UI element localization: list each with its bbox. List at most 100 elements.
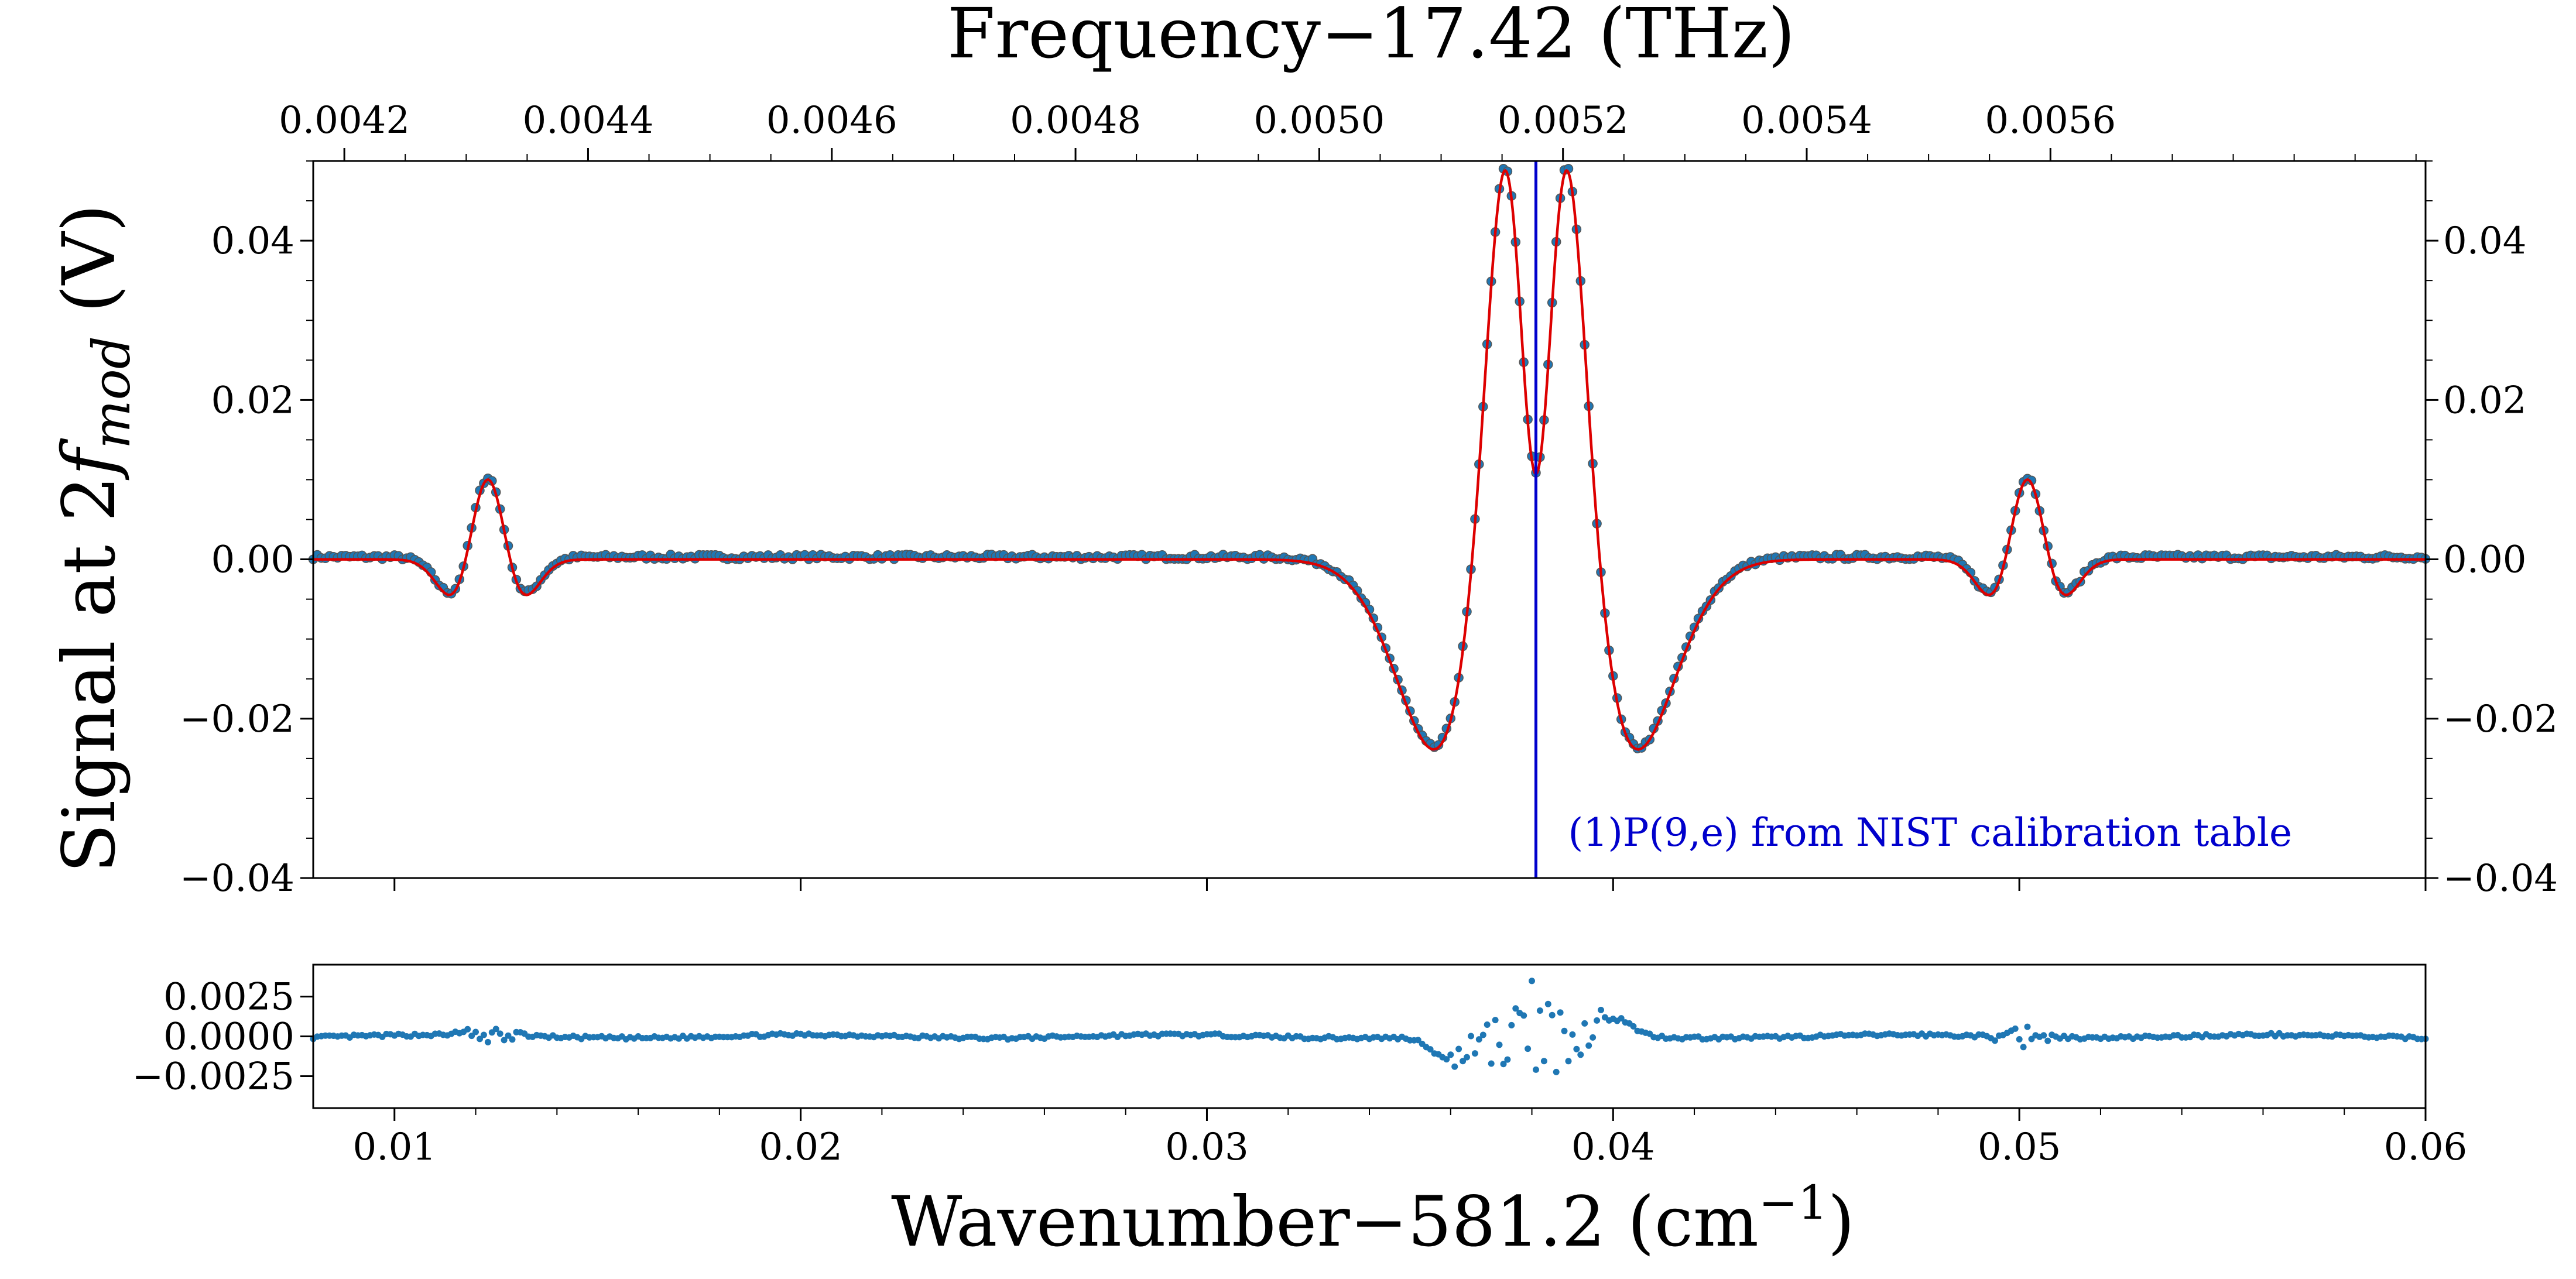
- residual-point: [1992, 1037, 1998, 1044]
- residual-point: [1585, 1042, 1592, 1049]
- residual-point: [1561, 1027, 1568, 1034]
- res-y-tick-label: −0.0025: [132, 1055, 294, 1099]
- main-data-points: [308, 163, 2431, 753]
- residual-point: [1484, 1021, 1491, 1028]
- top-tick-label: 0.0048: [1010, 99, 1141, 142]
- top-tick-label: 0.0052: [1498, 99, 1629, 142]
- residual-point: [464, 1026, 471, 1033]
- residual-point: [492, 1026, 499, 1033]
- residual-point: [1479, 1031, 1486, 1038]
- x-axis-title-main: Wavenumber−581.2 (cm: [891, 1181, 1759, 1262]
- x-tick-label: 0.03: [1165, 1126, 1249, 1169]
- residual-point: [480, 1031, 487, 1038]
- residual-point: [1512, 1005, 1519, 1012]
- residual-point: [1443, 1056, 1450, 1063]
- residual-point: [1455, 1045, 1462, 1052]
- residual-point: [2020, 1044, 2027, 1051]
- residual-point: [1475, 1036, 1482, 1043]
- res-y-tick-label: 0.0000: [163, 1016, 294, 1059]
- residual-point: [1464, 1054, 1470, 1061]
- y-tick-label-left: 0.00: [211, 539, 295, 582]
- residual-point: [1529, 978, 1535, 985]
- top-tick-label: 0.0056: [1985, 99, 2116, 142]
- main-plot-panel: (1)P(9,e) from NIST calibration table −0…: [180, 99, 2558, 900]
- x-tick-label: 0.02: [759, 1126, 842, 1169]
- y-tick-label-left: −0.04: [180, 857, 294, 900]
- residual-point: [1500, 1061, 1507, 1068]
- residual-point: [1565, 1058, 1572, 1065]
- residual-point: [484, 1038, 491, 1045]
- y-axis-title-prefix: Signal at 2: [47, 476, 132, 873]
- residual-point: [468, 1033, 475, 1040]
- main-y-axis-title: Signal at 2fmod (V): [47, 204, 142, 873]
- residual-point: [1536, 1007, 1543, 1014]
- residual-point: [1630, 1023, 1637, 1030]
- main-fit-curve: [313, 169, 2426, 751]
- residual-point: [1496, 1041, 1503, 1048]
- residual-point: [1553, 1068, 1560, 1075]
- x-tick-label: 0.04: [1571, 1126, 1655, 1169]
- y-tick-label-right: 0.04: [2443, 220, 2527, 263]
- residual-point: [1451, 1063, 1458, 1070]
- top-tick-label: 0.0050: [1253, 99, 1385, 142]
- y-tick-label-left: 0.02: [211, 379, 295, 422]
- residual-point: [1590, 1034, 1597, 1041]
- residual-point: [1577, 1051, 1584, 1058]
- x-axis-title-suffix: ): [1828, 1181, 1855, 1262]
- y-tick-label-left: −0.02: [180, 698, 294, 741]
- residual-point: [2024, 1023, 2031, 1030]
- residual-point: [1557, 1009, 1564, 1016]
- residual-point: [496, 1030, 503, 1037]
- y-axis-title-subscript: mod: [81, 336, 142, 449]
- residual-point: [1594, 1017, 1601, 1024]
- top-tick-label: 0.0044: [522, 99, 653, 142]
- residual-point: [1525, 1045, 1532, 1052]
- residual-point: [1549, 1011, 1556, 1019]
- residual-point: [2044, 1037, 2051, 1044]
- residual-point: [1618, 1015, 1625, 1022]
- residual-point: [509, 1036, 516, 1043]
- residual-plot-panel: 0.01 0.02 0.03 0.04 0.05 0.06 −0.00250.00000.0…: [132, 963, 2468, 1169]
- residual-point: [1544, 1000, 1551, 1007]
- residual-point: [1427, 1046, 1434, 1053]
- residual-point: [1468, 1033, 1474, 1040]
- residual-point: [1504, 1056, 1511, 1063]
- bottom-axis-title: Wavenumber−581.2 (cm−1): [891, 1175, 1855, 1262]
- x-tick-label: 0.06: [2384, 1126, 2468, 1169]
- y-axis-title-suffix: (V): [47, 204, 132, 336]
- residual-point: [1492, 1017, 1499, 1024]
- residual-point: [1488, 1060, 1495, 1067]
- top-tick-label: 0.0046: [766, 99, 898, 142]
- residual-point: [1471, 1050, 1478, 1057]
- x-tick-label: 0.05: [1978, 1126, 2061, 1169]
- y-tick-label-right: −0.04: [2443, 857, 2558, 900]
- calibration-label: (1)P(9,e) from NIST calibration table: [1568, 810, 2292, 855]
- residual-point: [1598, 1006, 1604, 1013]
- residual-point: [505, 1032, 512, 1039]
- residual-point: [2040, 1032, 2047, 1039]
- y-tick-label-right: 0.00: [2443, 539, 2527, 582]
- residual-axes: 0.01 0.02 0.03 0.04 0.05 0.06 −0.00250.00000.0…: [132, 963, 2468, 1169]
- residual-point: [1573, 1045, 1580, 1052]
- residual-point: [1533, 1066, 1539, 1073]
- residual-point: [472, 1028, 479, 1035]
- residual-point: [1569, 1031, 1576, 1038]
- top-tick-label: 0.0054: [1741, 99, 1872, 142]
- residual-point: [1460, 1058, 1467, 1065]
- res-y-tick-label: 0.0025: [163, 975, 294, 1019]
- residual-point: [1540, 1058, 1547, 1065]
- residual-point: [2016, 1036, 2023, 1043]
- main-axes: −0.04 −0.04 −0.02 −0.02 0.00 0.00 0.02 0.02 0.04…: [180, 99, 2558, 900]
- top-axis-title: Frequency−17.42 (THz): [947, 0, 1795, 74]
- fit-line: [313, 169, 2426, 751]
- y-tick-label-right: −0.02: [2443, 698, 2558, 741]
- residual-point: [1581, 1020, 1588, 1027]
- residual-point: [501, 1037, 508, 1044]
- main-frame: [312, 160, 2427, 879]
- x-axis-title-superscript: −1: [1759, 1175, 1828, 1230]
- residual-point: [1520, 1012, 1527, 1019]
- y-tick-label-left: 0.04: [211, 220, 295, 263]
- x-tick-label: 0.01: [353, 1126, 437, 1169]
- residual-point: [477, 1035, 483, 1043]
